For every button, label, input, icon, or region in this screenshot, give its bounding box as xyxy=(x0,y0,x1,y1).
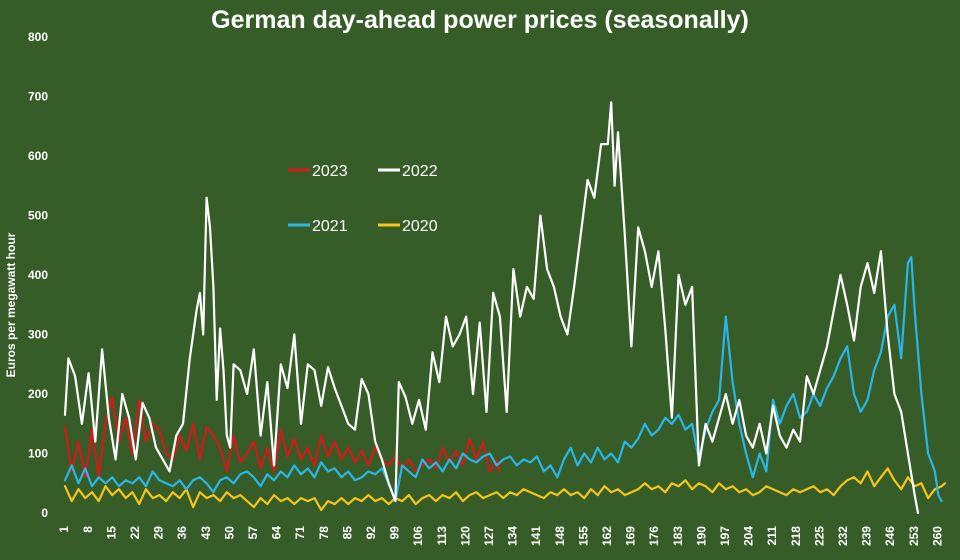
series-line-2023 xyxy=(63,395,501,479)
x-tick-label: 197 xyxy=(718,526,732,546)
x-tick-label: 1 xyxy=(57,526,71,533)
chart-title: German day-ahead power prices (seasonall… xyxy=(211,6,749,34)
x-tick-label: 99 xyxy=(388,526,402,540)
x-tick-label: 239 xyxy=(860,526,874,546)
x-tick-label: 225 xyxy=(812,526,826,546)
y-tick-label: 800 xyxy=(28,30,48,44)
x-tick-label: 57 xyxy=(246,526,260,540)
series-lines xyxy=(63,101,947,515)
x-tick-label: 176 xyxy=(647,526,661,546)
x-tick-label: 155 xyxy=(576,526,590,546)
x-tick-label: 43 xyxy=(199,526,213,540)
legend-label: 2021 xyxy=(312,218,348,235)
x-tick-label: 64 xyxy=(270,526,284,540)
legend: 2023 2022 2021 2020 xyxy=(288,163,438,235)
legend-item-2023: 2023 xyxy=(288,163,348,180)
x-tick-label: 29 xyxy=(152,526,166,540)
y-axis-label: Euros per megawatt hour xyxy=(4,232,18,377)
x-tick-label: 71 xyxy=(293,526,307,540)
y-tick-label: 500 xyxy=(28,209,48,223)
x-tick-label: 183 xyxy=(671,526,685,546)
x-tick-label: 204 xyxy=(742,526,756,546)
x-tick-label: 85 xyxy=(340,526,354,540)
x-tick-label: 148 xyxy=(553,526,567,546)
x-tick-label: 169 xyxy=(624,526,638,546)
y-axis-ticks: 0 100 200 300 400 500 600 700 800 xyxy=(28,30,48,520)
x-tick-label: 8 xyxy=(81,526,95,533)
legend-item-2021: 2021 xyxy=(288,218,348,235)
x-tick-label: 134 xyxy=(506,526,520,546)
y-tick-label: 100 xyxy=(28,447,48,461)
series-line-2021 xyxy=(63,256,943,503)
series-line-2020 xyxy=(63,467,947,512)
x-tick-label: 253 xyxy=(907,526,921,546)
x-tick-label: 120 xyxy=(458,526,472,546)
y-tick-label: 300 xyxy=(28,328,48,342)
y-tick-label: 0 xyxy=(41,506,48,520)
x-tick-label: 260 xyxy=(930,526,944,546)
x-tick-label: 211 xyxy=(765,526,779,546)
series-line-2022 xyxy=(63,101,920,515)
y-tick-label: 600 xyxy=(28,149,48,163)
x-tick-label: 15 xyxy=(104,526,118,540)
x-tick-label: 113 xyxy=(435,526,449,546)
x-tick-label: 92 xyxy=(364,526,378,540)
legend-item-2020: 2020 xyxy=(378,218,438,235)
legend-label: 2022 xyxy=(402,163,438,180)
legend-label: 2020 xyxy=(402,218,438,235)
x-tick-label: 190 xyxy=(694,526,708,546)
y-tick-label: 700 xyxy=(28,90,48,104)
x-tick-label: 50 xyxy=(222,526,236,540)
x-tick-label: 106 xyxy=(411,526,425,546)
y-tick-label: 400 xyxy=(28,268,48,282)
x-tick-label: 246 xyxy=(883,526,897,546)
legend-label: 2023 xyxy=(312,163,348,180)
x-tick-label: 141 xyxy=(529,526,543,546)
x-tick-label: 218 xyxy=(789,526,803,546)
x-tick-label: 232 xyxy=(836,526,850,546)
y-tick-label: 200 xyxy=(28,387,48,401)
x-axis-ticks: 1 8 15 22 29 36 43 50 57 64 71 78 85 92 99 106 113 120 127… xyxy=(57,526,944,546)
x-tick-label: 162 xyxy=(600,526,614,546)
x-tick-label: 36 xyxy=(175,526,189,540)
x-tick-label: 127 xyxy=(482,526,496,546)
x-tick-label: 22 xyxy=(128,526,142,540)
legend-item-2022: 2022 xyxy=(378,163,438,180)
x-tick-label: 78 xyxy=(317,526,331,540)
